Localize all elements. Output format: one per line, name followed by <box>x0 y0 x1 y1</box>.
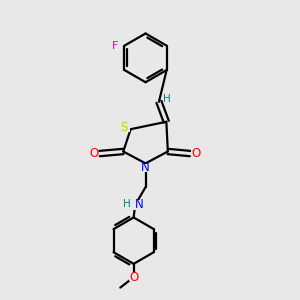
FancyBboxPatch shape <box>141 164 150 172</box>
Text: F: F <box>112 41 119 51</box>
FancyBboxPatch shape <box>118 123 130 133</box>
FancyBboxPatch shape <box>129 273 138 281</box>
Text: N: N <box>141 161 150 174</box>
FancyBboxPatch shape <box>125 200 140 210</box>
FancyBboxPatch shape <box>89 149 98 158</box>
Text: N: N <box>135 199 144 212</box>
Text: S: S <box>121 121 128 134</box>
Text: O: O <box>191 147 201 160</box>
Text: O: O <box>89 147 98 160</box>
FancyBboxPatch shape <box>110 41 122 50</box>
Text: H: H <box>123 199 131 209</box>
Text: H: H <box>164 94 171 104</box>
Text: O: O <box>129 271 138 284</box>
FancyBboxPatch shape <box>191 149 201 158</box>
FancyBboxPatch shape <box>163 96 171 103</box>
